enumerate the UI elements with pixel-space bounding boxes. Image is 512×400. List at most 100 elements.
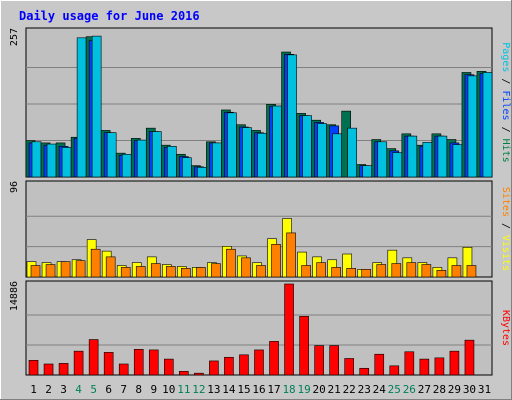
bars-bottom bbox=[28, 283, 475, 376]
bar-pages-day-28 bbox=[437, 135, 448, 178]
bar-sites-day-8 bbox=[135, 266, 146, 278]
legend-part: / bbox=[500, 72, 511, 90]
bar-sites-day-22 bbox=[346, 268, 356, 278]
x-tick-label: 22 bbox=[343, 383, 356, 396]
bar-pages-day-30 bbox=[467, 75, 478, 178]
bar-sites-day-30 bbox=[466, 265, 477, 278]
x-tick-label: 26 bbox=[403, 383, 416, 396]
bars-top bbox=[25, 35, 493, 178]
bar-sites-day-1 bbox=[30, 265, 41, 278]
bar-pages-day-29 bbox=[452, 144, 463, 178]
bar-kbytes-day-10 bbox=[164, 358, 174, 376]
bar-kbytes-day-24 bbox=[374, 353, 385, 376]
bar-kbytes-day-7 bbox=[118, 363, 129, 376]
bar-sites-day-3 bbox=[60, 261, 71, 278]
y-max-label: 257 bbox=[9, 28, 20, 46]
x-tick-label: 2 bbox=[45, 383, 52, 396]
chart-title: Daily usage for June 2016 bbox=[19, 9, 200, 23]
panel-middle: 96 Sites / Visits bbox=[9, 180, 511, 278]
bar-sites-day-18 bbox=[286, 232, 296, 278]
x-tick-label: 14 bbox=[222, 383, 236, 396]
bar-kbytes-day-14 bbox=[224, 356, 234, 376]
series-legend-bottom: KBytes bbox=[500, 310, 511, 346]
bar-pages-day-3 bbox=[61, 147, 72, 178]
bar-kbytes-day-28 bbox=[434, 357, 445, 376]
bar-pages-day-22 bbox=[347, 127, 357, 178]
bar-kbytes-day-22 bbox=[344, 358, 354, 376]
bar-pages-day-15 bbox=[242, 127, 252, 178]
bar-pages-day-19 bbox=[302, 115, 312, 178]
bar-sites-day-14 bbox=[226, 248, 236, 278]
bar-kbytes-day-11 bbox=[179, 371, 189, 376]
bar-kbytes-day-13 bbox=[209, 360, 219, 376]
bar-sites-day-27 bbox=[421, 264, 432, 278]
bar-sites-day-15 bbox=[241, 257, 251, 278]
x-tick-label: 5 bbox=[90, 383, 97, 396]
bar-kbytes-day-5 bbox=[88, 339, 99, 376]
legend-part: Files bbox=[500, 90, 511, 120]
x-tick-label: 19 bbox=[297, 383, 310, 396]
x-tick-label: 15 bbox=[237, 383, 250, 396]
bar-pages-day-14 bbox=[227, 112, 237, 178]
x-tick-label: 3 bbox=[60, 383, 67, 396]
bar-sites-day-4 bbox=[75, 260, 86, 278]
bar-pages-day-8 bbox=[136, 139, 147, 178]
x-tick-label: 23 bbox=[358, 383, 371, 396]
bar-kbytes-day-26 bbox=[404, 351, 415, 376]
x-tick-label: 28 bbox=[433, 383, 446, 396]
x-tick-label: 29 bbox=[448, 383, 461, 396]
x-tick-label: 16 bbox=[252, 383, 265, 396]
bar-sites-day-24 bbox=[376, 264, 387, 278]
bar-sites-day-2 bbox=[45, 264, 56, 278]
x-tick-label: 17 bbox=[267, 383, 280, 396]
bar-pages-day-12 bbox=[197, 167, 207, 178]
bars-middle bbox=[26, 218, 477, 278]
bar-pages-day-21 bbox=[332, 133, 342, 178]
bar-sites-day-11 bbox=[181, 268, 191, 278]
x-tick-label: 18 bbox=[282, 383, 295, 396]
bar-kbytes-day-16 bbox=[254, 349, 264, 376]
bar-sites-day-16 bbox=[256, 265, 266, 278]
series-legend-middle: Sites / Visits bbox=[500, 187, 511, 271]
bar-pages-day-1 bbox=[31, 141, 42, 178]
legend-part: Visits bbox=[500, 235, 511, 271]
legend-part: Pages bbox=[500, 42, 511, 72]
y-max-label: 96 bbox=[9, 181, 20, 193]
bar-pages-day-16 bbox=[257, 132, 267, 178]
bar-pages-day-27 bbox=[422, 142, 433, 178]
bar-kbytes-day-6 bbox=[103, 352, 114, 376]
bar-kbytes-day-12 bbox=[194, 372, 204, 376]
bar-pages-day-26 bbox=[407, 135, 418, 178]
bar-kbytes-day-15 bbox=[239, 354, 249, 376]
legend-part: Sites bbox=[500, 187, 511, 217]
x-tick-label: 20 bbox=[313, 383, 326, 396]
bar-pages-day-13 bbox=[212, 142, 222, 178]
bar-kbytes-day-30 bbox=[464, 339, 475, 376]
bar-sites-day-23 bbox=[361, 269, 372, 278]
bar-sites-day-19 bbox=[301, 265, 311, 278]
x-tick-label: 4 bbox=[75, 383, 82, 396]
bar-sites-day-10 bbox=[166, 266, 176, 278]
gridlines bbox=[26, 215, 492, 248]
bar-pages-day-11 bbox=[182, 157, 192, 178]
bar-pages-day-4 bbox=[76, 37, 87, 178]
bar-kbytes-day-8 bbox=[133, 349, 144, 376]
bar-kbytes-day-2 bbox=[43, 363, 54, 376]
gridlines bbox=[26, 314, 492, 346]
bar-sites-day-13 bbox=[211, 263, 221, 278]
x-tick-label: 27 bbox=[418, 383, 431, 396]
bar-kbytes-day-17 bbox=[269, 341, 279, 376]
bar-pages-day-2 bbox=[46, 143, 57, 178]
bar-kbytes-day-19 bbox=[299, 316, 309, 376]
bar-kbytes-day-27 bbox=[419, 358, 430, 376]
bar-pages-day-6 bbox=[106, 132, 117, 178]
bar-pages-day-24 bbox=[377, 141, 388, 178]
bar-sites-day-28 bbox=[436, 269, 447, 278]
bar-sites-day-5 bbox=[90, 248, 101, 278]
x-axis-tick-labels: 1 2 3 4 5 6 7 8 9 10 11 12 13 14 15 16 17 18 19 20 21 22 23 24 2… bbox=[30, 383, 491, 396]
bar-pages-day-23 bbox=[362, 165, 373, 178]
bar-pages-day-9 bbox=[151, 131, 162, 178]
bar-pages-day-31 bbox=[482, 72, 493, 178]
bar-sites-day-21 bbox=[331, 267, 341, 278]
bar-kbytes-day-4 bbox=[73, 350, 84, 376]
